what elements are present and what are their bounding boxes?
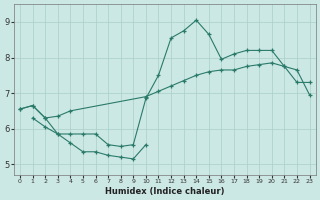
X-axis label: Humidex (Indice chaleur): Humidex (Indice chaleur) — [105, 187, 225, 196]
